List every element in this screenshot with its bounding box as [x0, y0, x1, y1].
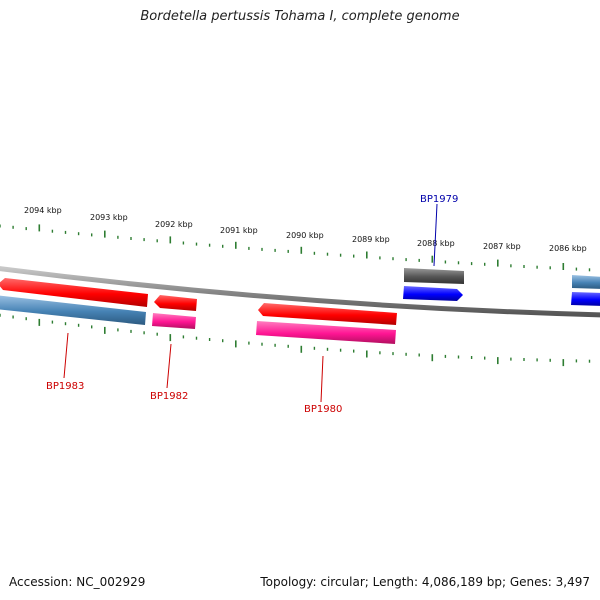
- ruler-labels: 2094 kbp 2093 kbp 2092 kbp 2091 kbp 2090…: [24, 206, 587, 253]
- cds-feature[interactable]: [154, 295, 197, 311]
- gene-label-bp1980[interactable]: BP1980: [304, 404, 342, 415]
- leader-line: [433, 203, 438, 267]
- cds-feature[interactable]: [572, 275, 600, 289]
- cds-feature[interactable]: [0, 278, 148, 307]
- cds-feature[interactable]: [152, 313, 196, 329]
- cds-feature[interactable]: [403, 286, 463, 301]
- lower-ruler-ticks: [0, 313, 591, 367]
- accession-text: Accession: NC_002929: [9, 575, 146, 589]
- kbp-label: 2092 kbp: [155, 220, 193, 229]
- forward-strand-features: [403, 268, 600, 306]
- kbp-label: 2094 kbp: [24, 206, 62, 215]
- gene-label-bp1979[interactable]: BP1979: [420, 194, 458, 205]
- upper-ruler-ticks: [0, 224, 591, 272]
- genome-title: Bordetella pertussis Tohama I, complete …: [140, 9, 460, 24]
- kbp-label: 2093 kbp: [90, 213, 128, 222]
- cds-feature[interactable]: [256, 321, 396, 344]
- kbp-label: 2091 kbp: [220, 226, 258, 235]
- cds-feature[interactable]: [571, 292, 600, 306]
- reverse-strand-features: [0, 278, 397, 344]
- cds-feature[interactable]: [258, 303, 397, 325]
- cds-feature[interactable]: [404, 268, 464, 284]
- leader-line: [166, 343, 172, 389]
- gene-leader-lines: [63, 203, 438, 403]
- gene-label-bp1983[interactable]: BP1983: [46, 381, 84, 392]
- kbp-label: 2088 kbp: [417, 239, 455, 248]
- gene-labels: BP1983 BP1982 BP1980 BP1979: [46, 194, 458, 415]
- kbp-label: 2090 kbp: [286, 231, 324, 240]
- cds-feature[interactable]: [0, 295, 146, 325]
- leader-line: [320, 355, 324, 403]
- gene-label-bp1982[interactable]: BP1982: [150, 391, 188, 402]
- leader-line: [63, 332, 69, 379]
- kbp-label: 2089 kbp: [352, 235, 390, 244]
- genome-summary-text: Topology: circular; Length: 4,086,189 bp…: [260, 575, 590, 589]
- kbp-label: 2086 kbp: [549, 244, 587, 253]
- kbp-label: 2087 kbp: [483, 242, 521, 251]
- genome-backbone: [0, 266, 600, 318]
